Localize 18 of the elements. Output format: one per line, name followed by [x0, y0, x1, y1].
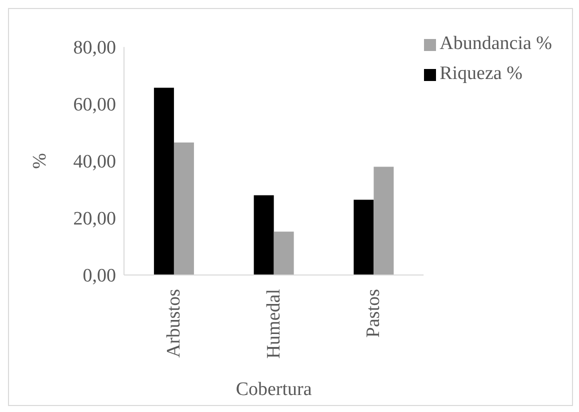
y-tick-label: 80,00 [73, 38, 116, 59]
bar [274, 232, 294, 275]
bar [374, 166, 394, 275]
y-tick-label: 60,00 [73, 94, 116, 116]
legend-label: Riqueza % [440, 63, 522, 84]
x-tick-label: Pastos [363, 289, 384, 338]
bar [254, 195, 274, 275]
y-tick-label: 0,00 [82, 266, 116, 287]
x-tick-label: Arbustos [163, 289, 184, 358]
y-axis-title: % [30, 152, 51, 169]
x-axis-title: Cobertura [236, 379, 312, 400]
y-tick-label: 20,00 [73, 208, 116, 230]
bar [354, 200, 374, 275]
bar [154, 88, 174, 275]
x-tick-label: Humedal [263, 289, 284, 359]
bar [174, 142, 194, 275]
y-tick-label: 40,00 [73, 152, 116, 173]
legend-label: Abundancia % [440, 33, 552, 54]
